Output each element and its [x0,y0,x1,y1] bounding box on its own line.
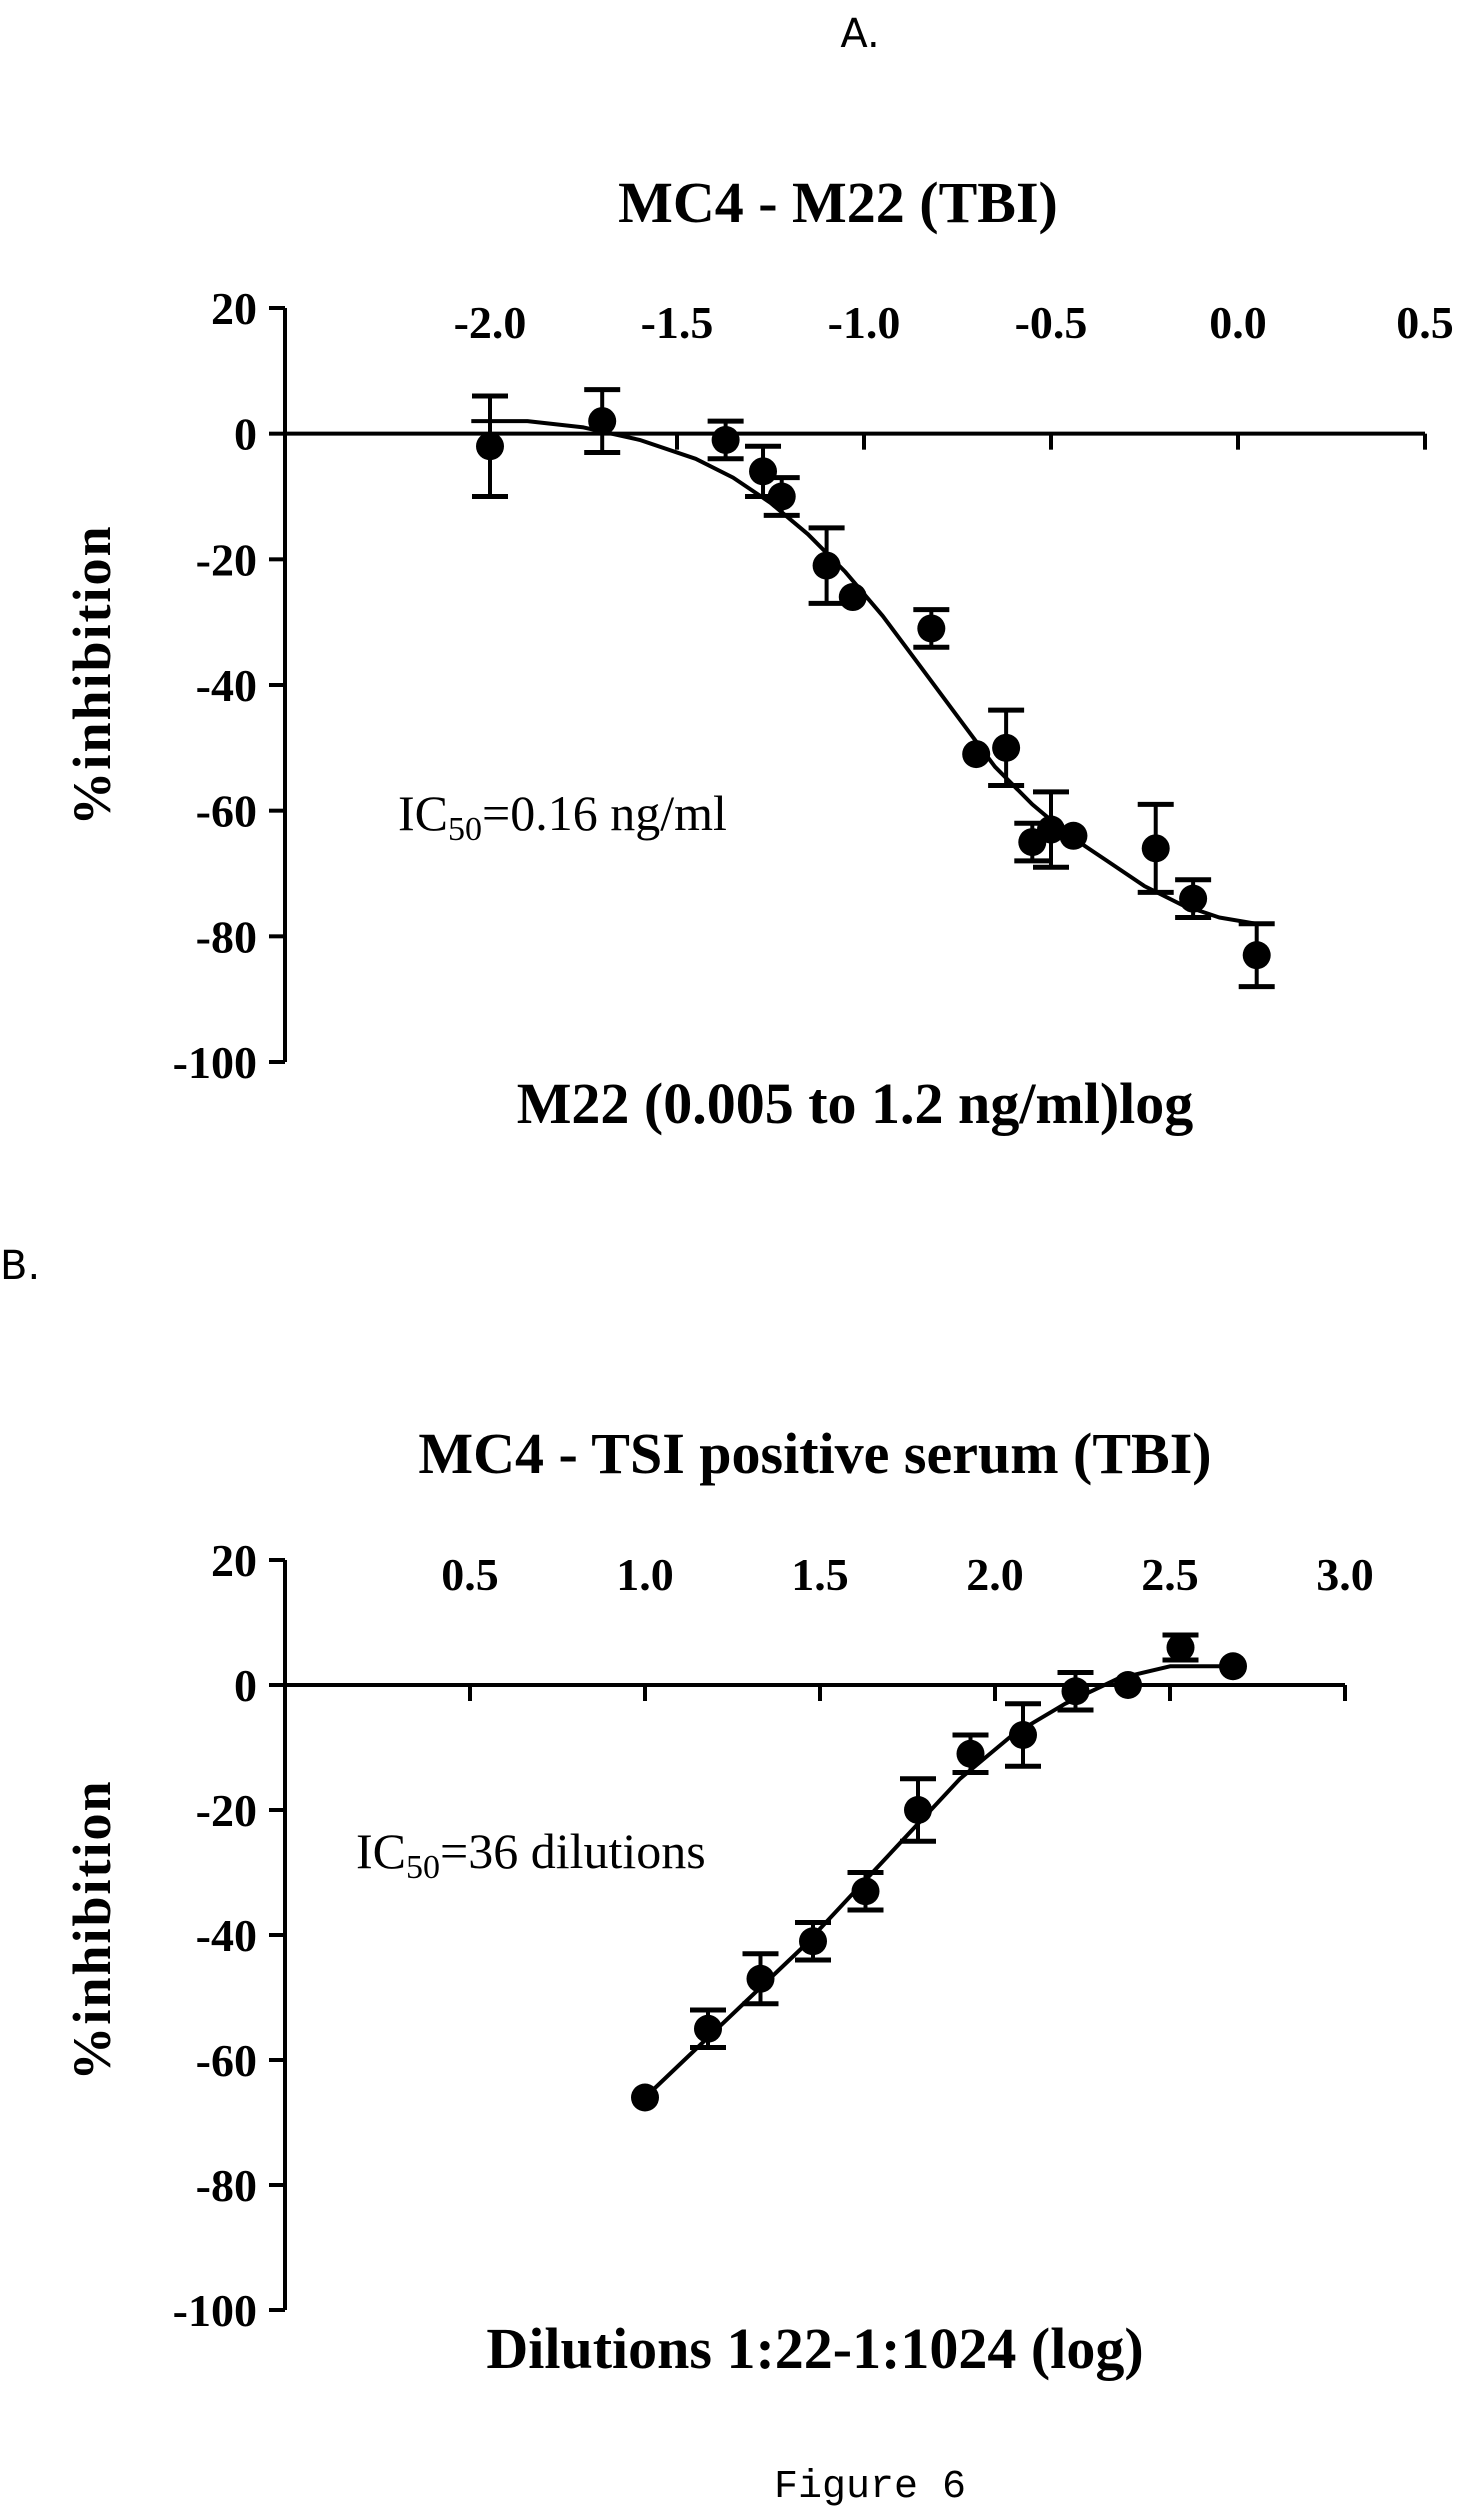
y-tick-label: -100 [173,2285,257,2336]
data-point [1059,821,1088,850]
data-point [1037,815,1065,844]
ic50-value: =36 dilutions [440,1823,706,1879]
y-tick-label: -40 [196,660,257,711]
data-point [1219,1652,1247,1681]
ic50-subscript: 50 [448,811,482,848]
x-tick-label: 0.5 [441,1549,499,1600]
data-point [694,2014,722,2043]
data-point [812,551,841,580]
x-tick-label: 0.5 [1396,297,1454,348]
data-point [799,1927,827,1956]
data-point [588,407,617,436]
ic50-annotation: IC50=36 dilutions [356,1823,706,1886]
y-tick-label: 20 [211,1535,257,1586]
data-point [838,583,867,612]
data-point [476,432,504,461]
ic50-subscript: 50 [406,1849,440,1886]
x-tick-label: 1.0 [616,1549,674,1600]
x-tick-label: -2.0 [454,297,527,348]
data-point [917,614,946,643]
y-tick-label: 0 [234,1660,257,1711]
data-point [1061,1677,1090,1706]
x-tick-label: 2.0 [966,1549,1024,1600]
ic50-prefix: IC [356,1823,406,1879]
data-point [851,1877,880,1906]
data-point [1114,1671,1142,1699]
panel-a-letter: A. [840,11,879,57]
y-tick-label: -60 [196,2035,257,2086]
x-axis-label: Dilutions 1:22-1:1024 (log) [486,2316,1143,2381]
y-tick-label: -100 [173,1037,257,1088]
data-point [1166,1633,1195,1662]
chart-title: MC4 - TSI positive serum (TBI) [418,1421,1211,1486]
y-tick-label: -20 [196,534,257,585]
data-point [956,1739,985,1768]
data-point [1179,884,1208,913]
chart-panel-b: MC4 - TSI positive serum (TBI) 20 0 -20 -40 -… [62,1421,1374,2381]
data-point [767,482,796,511]
panel-b-letter: B. [0,1243,40,1289]
x-tick-label: -1.5 [641,297,714,348]
y-tick-label: -20 [196,1785,257,1836]
data-point [962,740,991,769]
x-tick-label: 2.5 [1141,1549,1199,1600]
x-tick-label: 0.0 [1209,297,1267,348]
x-axis-label: M22 (0.005 to 1.2 ng/ml)log [517,1071,1194,1136]
y-tick-label: -40 [196,1910,257,1961]
data-point [1141,834,1170,863]
x-tick-label: -1.0 [828,297,901,348]
data-point [1242,941,1271,970]
y-axis-label: %inhibition [62,524,122,825]
y-tick-label: -80 [196,911,257,962]
data-point [1009,1721,1037,1749]
y-tick-label: 20 [211,283,257,334]
chart-panel-a: MC4 - M22 (TBI) 20 0 -20 -40 -60 -80 -100 -2.0 -1… [62,170,1454,1136]
x-tick-label: -0.5 [1015,297,1088,348]
ic50-value: =0.16 ng/ml [482,785,727,841]
data-point [992,733,1021,762]
x-tick-label: 1.5 [791,1549,849,1600]
ic50-prefix: IC [398,785,448,841]
fit-curve [643,1664,1240,2099]
data-point [746,1964,775,1993]
figure-caption: Figure 6 [774,2465,966,2510]
fit-curve [471,419,1258,926]
x-tick-label: 3.0 [1316,1549,1374,1600]
y-tick-label: 0 [234,409,257,460]
data-point [711,425,740,454]
data-point [904,1796,932,1824]
data-point [749,457,778,486]
y-tick-label: -80 [196,2160,257,2211]
chart-title: MC4 - M22 (TBI) [618,170,1058,235]
y-axis-label: %inhibition [62,1779,122,2080]
ic50-annotation: IC50=0.16 ng/ml [398,785,727,848]
y-tick-label: -60 [196,786,257,837]
data-point [631,2083,659,2112]
